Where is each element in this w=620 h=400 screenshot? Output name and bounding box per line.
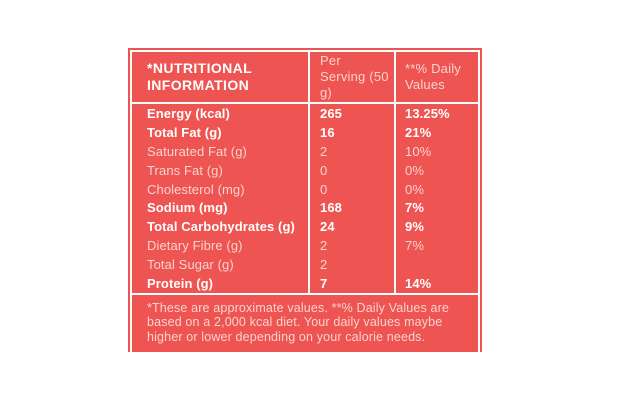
row-daily-value: 0% bbox=[396, 179, 478, 199]
row-daily-value: 0% bbox=[396, 160, 478, 180]
nutrition-label: *Nutritional Information Per Serving (50… bbox=[128, 48, 482, 353]
row-per-serving: 0 bbox=[310, 179, 394, 199]
row-label: Total Fat (g) bbox=[132, 122, 308, 142]
row-label: Total Carbohydrates (g) bbox=[132, 217, 308, 237]
row-label: Saturated Fat (g) bbox=[132, 141, 308, 161]
row-per-serving: 16 bbox=[310, 122, 394, 142]
table-header-row: *Nutritional Information Per Serving (50… bbox=[132, 52, 478, 102]
header-per-serving: Per Serving (50 g) bbox=[310, 52, 394, 102]
row-label: Sodium (mg) bbox=[132, 198, 308, 218]
row-daily-value: 9% bbox=[396, 217, 478, 237]
row-label: Dietary Fibre (g) bbox=[132, 236, 308, 256]
footnote-text: *These are approximate values. **% Daily… bbox=[147, 300, 450, 344]
row-daily-value: 21% bbox=[396, 122, 478, 142]
row-daily-value: 13.25% bbox=[396, 104, 478, 123]
row-daily-value: 7% bbox=[396, 198, 478, 218]
footer-divider-line bbox=[132, 292, 478, 295]
row-daily-value bbox=[396, 255, 478, 275]
row-per-serving: 2 bbox=[310, 236, 394, 256]
header-daily-values: **% Daily Values bbox=[396, 52, 478, 102]
nutrition-table: *Nutritional Information Per Serving (50… bbox=[132, 52, 478, 353]
row-per-serving: 7 bbox=[310, 274, 394, 293]
row-per-serving: 0 bbox=[310, 160, 394, 180]
row-label: Protein (g) bbox=[132, 274, 308, 293]
header-nutritional-information: *Nutritional Information bbox=[132, 52, 308, 102]
row-label: Total Sugar (g) bbox=[132, 255, 308, 275]
row-daily-value: 7% bbox=[396, 236, 478, 256]
header-divider-line bbox=[132, 102, 478, 104]
row-per-serving: 2 bbox=[310, 141, 394, 161]
row-daily-value: 14% bbox=[396, 274, 478, 293]
row-daily-value: 10% bbox=[396, 141, 478, 161]
row-per-serving: 24 bbox=[310, 217, 394, 237]
row-per-serving: 265 bbox=[310, 104, 394, 123]
table-body: Energy (kcal) 265 13.25% Total Fat (g) 1… bbox=[132, 104, 478, 293]
row-label: Cholesterol (mg) bbox=[132, 179, 308, 199]
row-per-serving: 2 bbox=[310, 255, 394, 275]
footnote-section: *These are approximate values. **% Daily… bbox=[132, 294, 478, 353]
row-label: Energy (kcal) bbox=[132, 104, 308, 123]
row-label: Trans Fat (g) bbox=[132, 160, 308, 180]
row-per-serving: 168 bbox=[310, 198, 394, 218]
